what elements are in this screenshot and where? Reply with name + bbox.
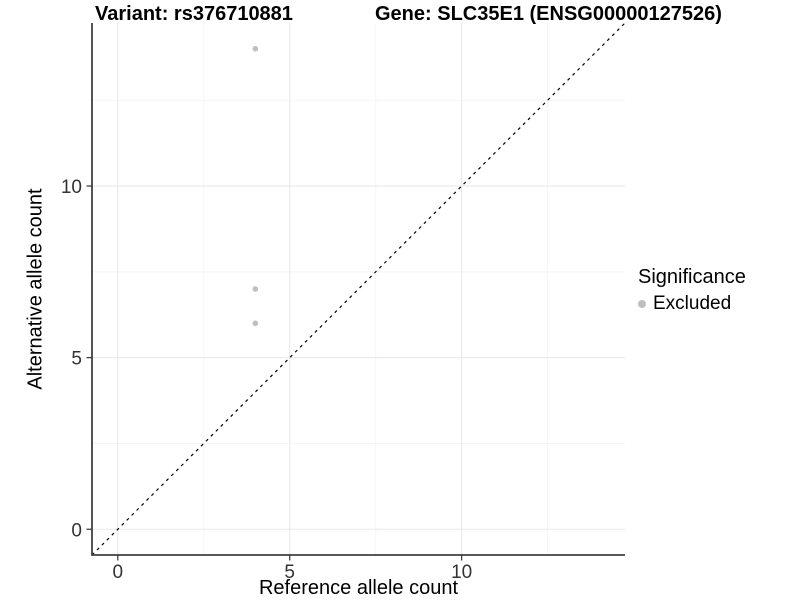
x-tick-label: 0 <box>113 562 124 583</box>
data-point <box>252 286 259 292</box>
plot-title-variant: Variant: rs376710881 <box>95 3 293 25</box>
legend-point-icon <box>638 300 646 308</box>
legend-item: Excluded <box>638 293 746 315</box>
data-point <box>252 320 259 327</box>
x-axis-label: Reference allele count <box>258 577 458 599</box>
y-axis-label: Alternative allele count <box>24 188 47 390</box>
y-tick-label: 10 <box>61 177 82 198</box>
data-point <box>252 45 259 52</box>
x-tick-label: 5 <box>284 562 295 583</box>
legend-items: Excluded <box>638 293 746 315</box>
x-tick-label: 10 <box>451 562 472 583</box>
legend-title: Significance <box>638 266 746 288</box>
legend-item-label: Excluded <box>653 293 732 314</box>
y-tick-label: 5 <box>71 349 82 370</box>
identity-dashed-line <box>91 22 626 556</box>
legend: Significance Excluded <box>638 266 746 315</box>
y-tick-label: 0 <box>71 520 82 541</box>
plot-title-gene: Gene: SLC35E1 (ENSG00000127526) <box>375 3 722 25</box>
